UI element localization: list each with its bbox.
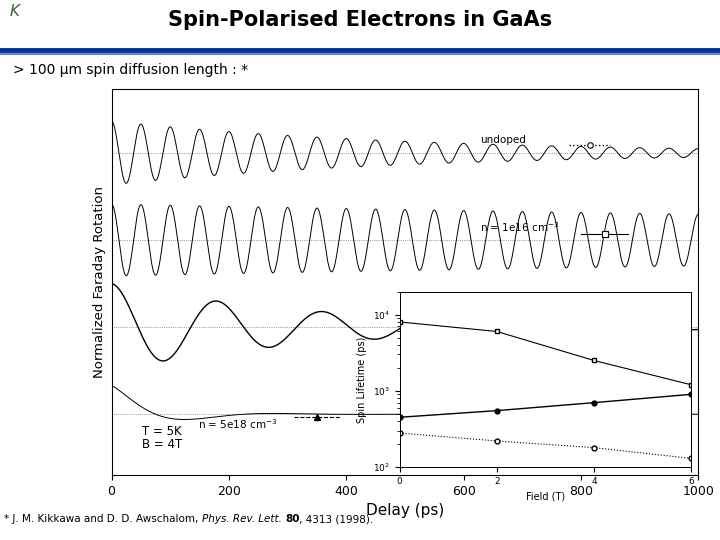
Text: $\it{K}$: $\it{K}$ [9, 3, 22, 19]
X-axis label: Delay (ps): Delay (ps) [366, 503, 444, 518]
Text: undoped: undoped [480, 136, 526, 145]
Text: B = 4T: B = 4T [142, 438, 182, 451]
Text: , 4313 (1998).: , 4313 (1998). [299, 514, 373, 524]
Text: n = 5e18 cm$^{-3}$: n = 5e18 cm$^{-3}$ [199, 417, 278, 431]
Text: > 100 μm spin diffusion length : *: > 100 μm spin diffusion length : * [13, 63, 248, 77]
Y-axis label: Normalized Faraday Rotation: Normalized Faraday Rotation [93, 186, 106, 378]
Text: T = 5K: T = 5K [142, 425, 181, 438]
Text: * J. M. Kikkawa and D. D. Awschalom,: * J. M. Kikkawa and D. D. Awschalom, [4, 514, 202, 524]
Text: n = 1e18 cm$^{-3}$: n = 1e18 cm$^{-3}$ [480, 310, 559, 323]
Text: n = 1e16 cm$^{-3}$: n = 1e16 cm$^{-3}$ [480, 220, 559, 234]
Text: 80: 80 [286, 514, 300, 524]
Text: Spin-Polarised Electrons in GaAs: Spin-Polarised Electrons in GaAs [168, 10, 552, 30]
Y-axis label: Spin Lifetime (ps): Spin Lifetime (ps) [357, 336, 367, 422]
Text: Phys. Rev. Lett.: Phys. Rev. Lett. [202, 514, 284, 524]
X-axis label: Field (T): Field (T) [526, 491, 565, 501]
